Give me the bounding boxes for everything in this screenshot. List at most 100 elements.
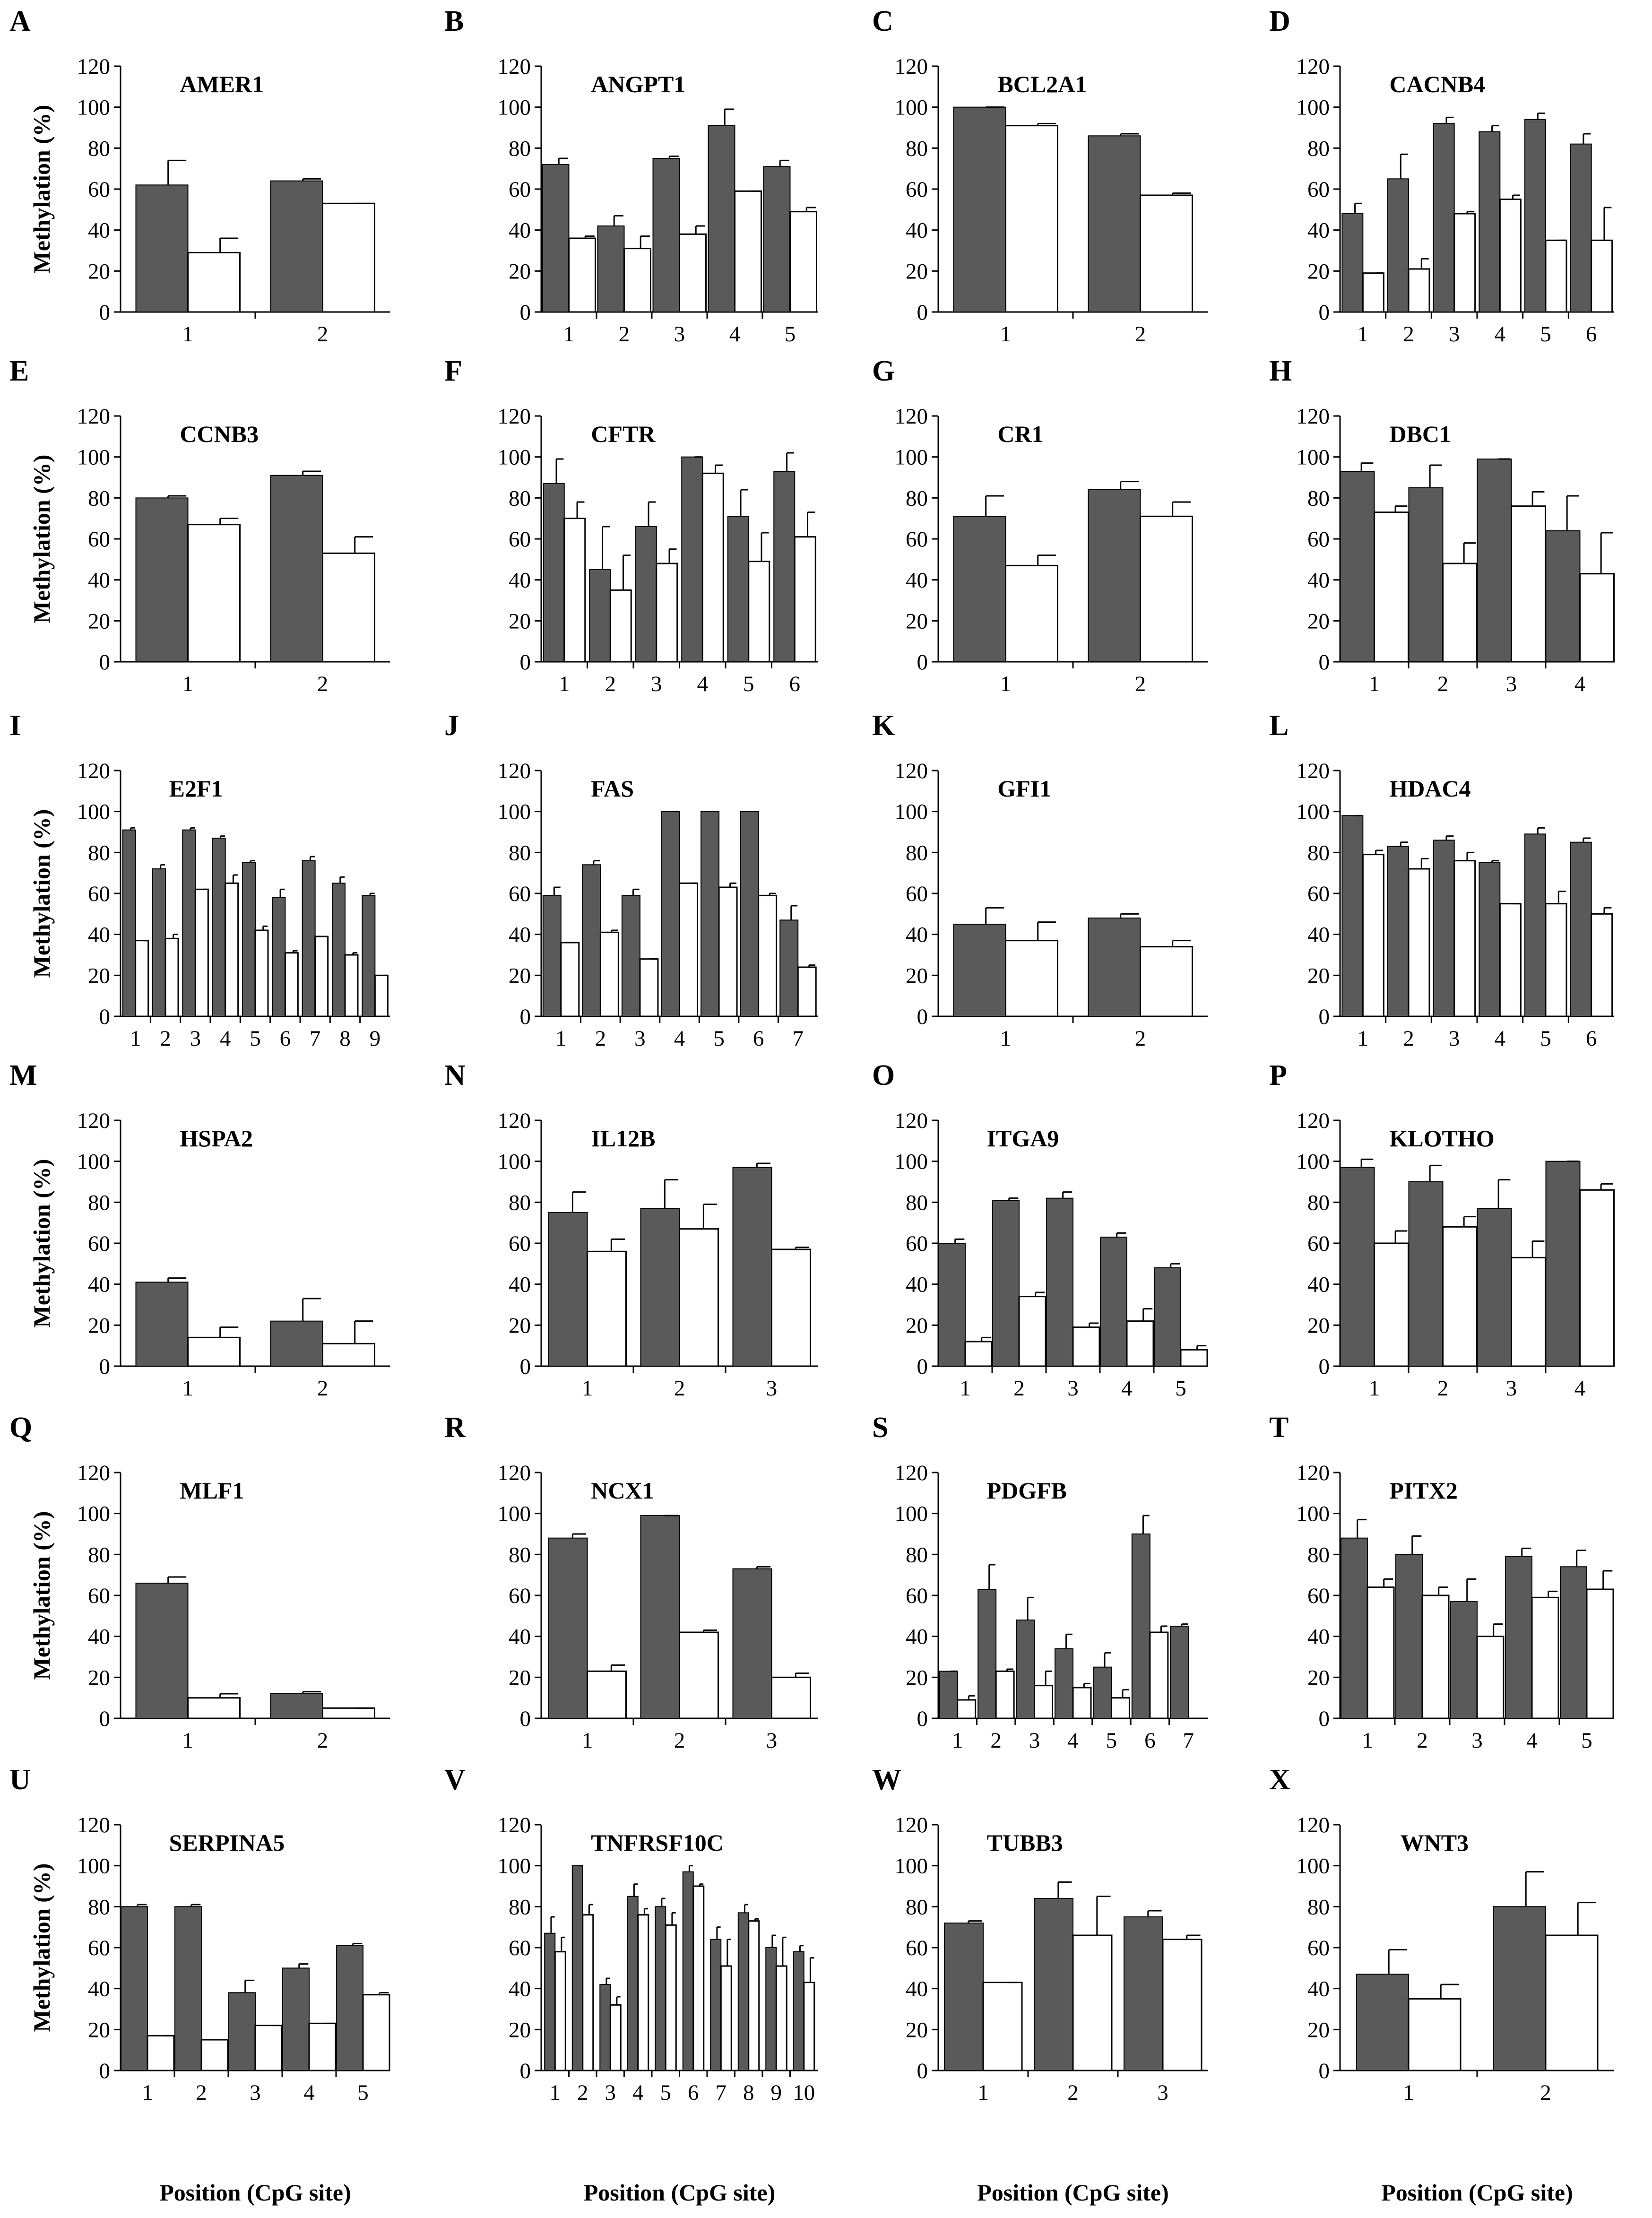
filled-bar-3 xyxy=(182,829,196,1017)
open-bar-4 xyxy=(734,190,762,313)
panel-letter: U xyxy=(9,1764,31,1796)
x-tick-label: 1 xyxy=(1369,672,1380,696)
y-tick-label: 120 xyxy=(895,1813,928,1837)
y-tick-label: 40 xyxy=(906,218,928,243)
y-tick-label: 120 xyxy=(895,759,928,783)
open-bar-2 xyxy=(1140,515,1193,663)
filled-bar-2 xyxy=(589,569,611,662)
open-bar-3 xyxy=(1162,1939,1202,2071)
y-tick-label: 60 xyxy=(1307,177,1330,202)
filled-bar-1 xyxy=(1341,815,1364,1017)
gene-title: GFI1 xyxy=(997,775,1051,802)
panel-O: O 0 20 40 60 80 100 120 1 2 3 4 5 ITGA9 xyxy=(872,1059,1208,1401)
filled-bar-2 xyxy=(270,1693,323,1719)
filled-bar-3 xyxy=(635,526,657,662)
y-tick-label: 120 xyxy=(895,1461,928,1485)
y-tick-label: 120 xyxy=(77,1109,111,1133)
x-tick-label: 1 xyxy=(182,1376,194,1401)
filled-bar-1 xyxy=(542,164,570,312)
y-tick-label: 100 xyxy=(895,1854,928,1879)
panel-G: G 0 20 40 60 80 100 120 1 2 CR1 xyxy=(872,355,1208,696)
open-bar-2 xyxy=(1140,946,1193,1017)
filled-bar-9 xyxy=(362,895,376,1017)
filled-bar-5 xyxy=(763,166,791,312)
filled-bar-3 xyxy=(621,895,640,1017)
y-axis-label: Methylation (%) xyxy=(28,455,55,624)
open-bar-3 xyxy=(1453,213,1476,313)
y-tick-label: 20 xyxy=(1307,2018,1330,2042)
x-tick-label: 1 xyxy=(559,672,570,696)
y-tick-label: 40 xyxy=(88,1625,110,1649)
y-tick-label: 80 xyxy=(1307,1895,1330,1919)
open-bar-2 xyxy=(322,552,375,663)
x-tick-label: 2 xyxy=(1540,2080,1551,2105)
y-tick-label: 80 xyxy=(509,1190,531,1215)
y-tick-label: 120 xyxy=(1297,759,1330,783)
open-bar-4 xyxy=(1531,1596,1559,1719)
y-tick-label: 80 xyxy=(1307,1542,1330,1567)
x-tick-label: 3 xyxy=(250,2080,261,2105)
open-bar-4 xyxy=(701,472,724,663)
x-tick-label: 4 xyxy=(1526,1728,1538,1753)
y-tick-label: 20 xyxy=(509,963,531,988)
filled-bar-1 xyxy=(542,895,562,1017)
open-bar-1 xyxy=(187,1697,241,1719)
x-tick-label: 2 xyxy=(317,1376,329,1401)
panel-R: R 0 20 40 60 80 100 120 1 2 3 NCX1 xyxy=(444,1412,818,1753)
x-tick-label: 2 xyxy=(317,322,329,347)
filled-bar-9 xyxy=(765,1947,777,2071)
filled-bar-1 xyxy=(939,1671,958,1719)
x-tick-label: 5 xyxy=(1175,1376,1186,1401)
panel-N: N 0 20 40 60 80 100 120 1 2 3 IL12B xyxy=(444,1059,818,1401)
filled-bar-1 xyxy=(1341,1537,1368,1719)
filled-bar-5 xyxy=(655,1906,666,2071)
x-tick-label: 7 xyxy=(716,2080,727,2105)
gene-title: CCNB3 xyxy=(180,421,259,447)
panel-letter: V xyxy=(444,1764,466,1796)
open-bar-1 xyxy=(1362,272,1384,313)
gene-title: HDAC4 xyxy=(1389,775,1470,802)
open-bar-1 xyxy=(587,1670,627,1719)
open-bar-2 xyxy=(322,202,375,313)
y-tick-label: 80 xyxy=(509,486,531,511)
open-bar-7 xyxy=(314,936,329,1017)
y-tick-label: 100 xyxy=(77,1854,111,1879)
x-tick-label: 4 xyxy=(303,2080,315,2105)
y-axis-label: Methylation (%) xyxy=(28,809,55,978)
open-bar-1 xyxy=(135,940,149,1017)
panel-letter: C xyxy=(872,5,893,37)
x-tick-label: 2 xyxy=(674,1376,685,1401)
open-bar-1 xyxy=(554,1951,566,2071)
y-tick-label: 0 xyxy=(1319,300,1330,325)
y-tick-label: 60 xyxy=(1307,882,1330,906)
y-tick-label: 0 xyxy=(917,1005,928,1029)
y-tick-label: 40 xyxy=(1307,568,1330,593)
y-tick-label: 40 xyxy=(509,1977,531,2001)
x-tick-label: 1 xyxy=(142,2080,153,2105)
y-tick-label: 20 xyxy=(509,1665,531,1690)
x-tick-label: 2 xyxy=(595,1026,606,1051)
gene-title: BCL2A1 xyxy=(997,71,1087,97)
open-bar-6 xyxy=(284,952,299,1017)
y-tick-label: 100 xyxy=(77,445,111,470)
open-bar-5 xyxy=(254,929,269,1017)
y-tick-label: 100 xyxy=(77,800,111,824)
filled-bar-1 xyxy=(953,516,1006,663)
filled-bar-3 xyxy=(1433,123,1455,312)
y-tick-label: 0 xyxy=(99,300,111,325)
y-tick-label: 120 xyxy=(498,1109,531,1133)
filled-bar-2 xyxy=(1088,918,1141,1017)
panel-T: T 0 20 40 60 80 100 120 1 2 3 4 5 PITX2 xyxy=(1269,1412,1614,1753)
filled-bar-4 xyxy=(282,1967,310,2071)
x-tick-label: 1 xyxy=(582,1728,593,1753)
gene-title: DBC1 xyxy=(1389,421,1451,447)
panel-P: P 0 20 40 60 80 100 120 1 2 3 4 KLOTHO xyxy=(1269,1059,1615,1401)
y-tick-label: 20 xyxy=(88,609,110,633)
open-bar-4 xyxy=(1579,1189,1615,1367)
open-bar-4 xyxy=(1499,199,1522,313)
filled-bar-1 xyxy=(953,106,1006,313)
gene-title: TUBB3 xyxy=(987,1829,1063,1856)
panel-letter: D xyxy=(1269,5,1290,37)
filled-bar-1 xyxy=(135,1282,189,1367)
x-tick-label: 4 xyxy=(1067,1728,1079,1753)
